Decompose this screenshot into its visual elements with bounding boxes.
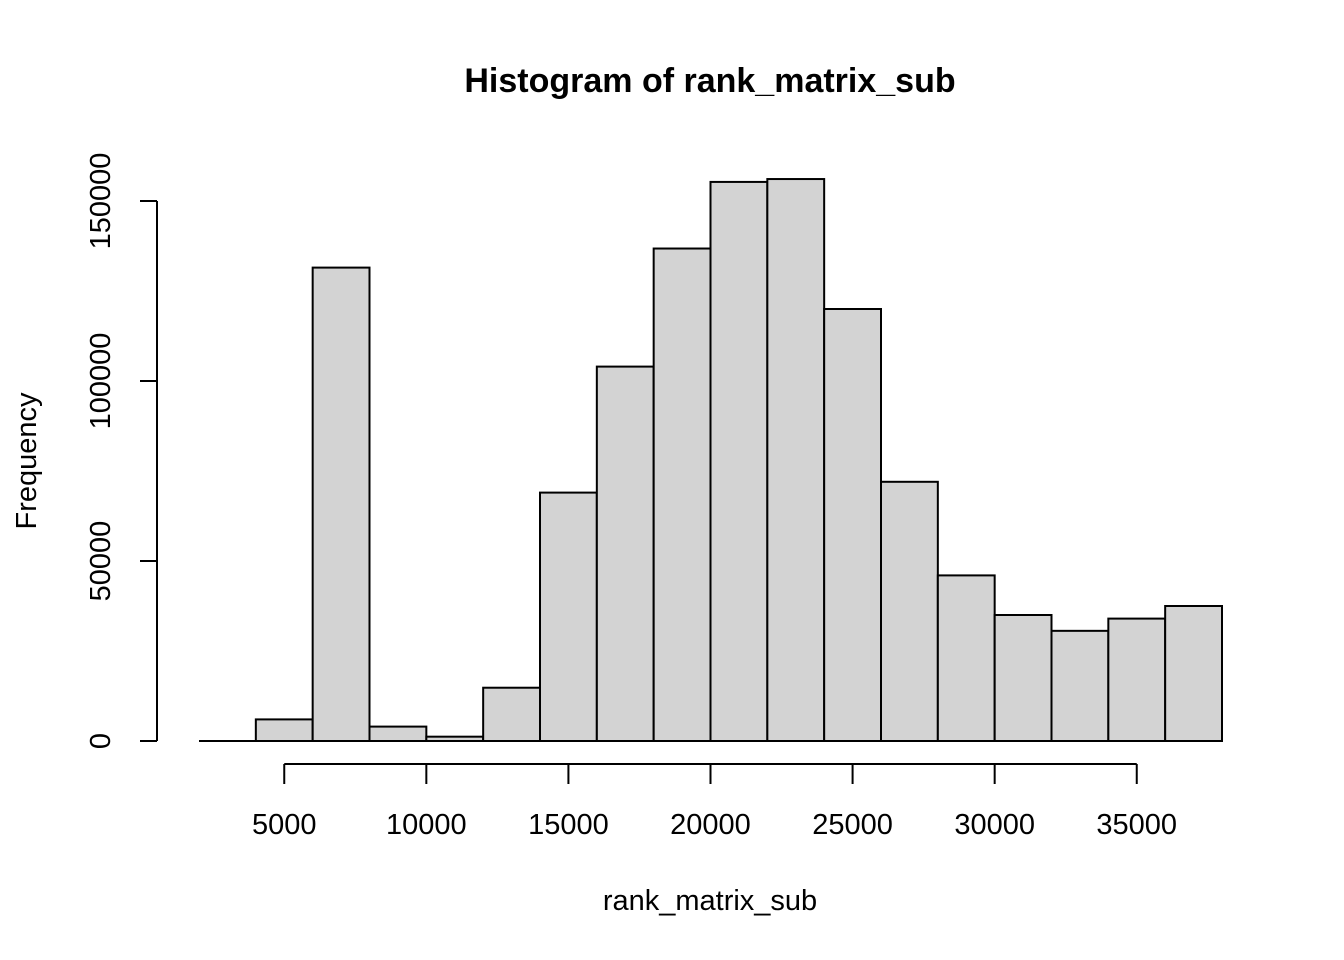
- histogram-bar-6: [539, 491, 598, 742]
- x-tick-label-3: 20000: [670, 809, 751, 841]
- histogram-bar-12: [880, 480, 939, 742]
- chart-title: Histogram of rank_matrix_sub: [464, 62, 955, 100]
- x-axis-label: rank_matrix_sub: [603, 885, 817, 917]
- y-tick-label-3: 150000: [85, 153, 117, 250]
- y-axis: 0 50000 100000 150000: [85, 153, 158, 749]
- histogram-bar-3: [368, 725, 428, 742]
- histogram-bar-13: [936, 574, 996, 743]
- histogram-bar-17: [1164, 605, 1223, 742]
- histogram-bar-2: [311, 266, 371, 742]
- histogram-bar-5: [482, 686, 541, 742]
- histogram-bar-11: [823, 308, 883, 742]
- x-tick-label-2: 15000: [528, 809, 609, 841]
- histogram-bar-4: [425, 735, 485, 742]
- histogram-bar-16: [1107, 617, 1167, 742]
- bars-group: [199, 178, 1223, 743]
- x-axis: 5000 10000 15000 20000 25000 30000 35000: [252, 763, 1177, 841]
- x-tick-label-4: 25000: [812, 809, 893, 841]
- x-tick-label-5: 30000: [954, 809, 1035, 841]
- histogram-bar-10: [766, 178, 826, 743]
- y-axis-label: Frequency: [11, 392, 43, 530]
- histogram-bar-15: [1050, 629, 1110, 743]
- x-tick-label-6: 35000: [1096, 809, 1177, 841]
- histogram-bar-8: [652, 247, 712, 743]
- y-tick-label-2: 100000: [85, 333, 117, 430]
- y-tick-label-0: 0: [85, 733, 117, 749]
- x-tick-label-0: 5000: [252, 809, 317, 841]
- histogram-bar-9: [709, 180, 769, 743]
- y-tick-label-1: 50000: [85, 521, 117, 602]
- histogram-bar-1: [254, 718, 314, 743]
- histogram-bar-14: [993, 614, 1053, 742]
- x-tick-label-1: 10000: [386, 809, 467, 841]
- histogram-bar-7: [595, 365, 655, 742]
